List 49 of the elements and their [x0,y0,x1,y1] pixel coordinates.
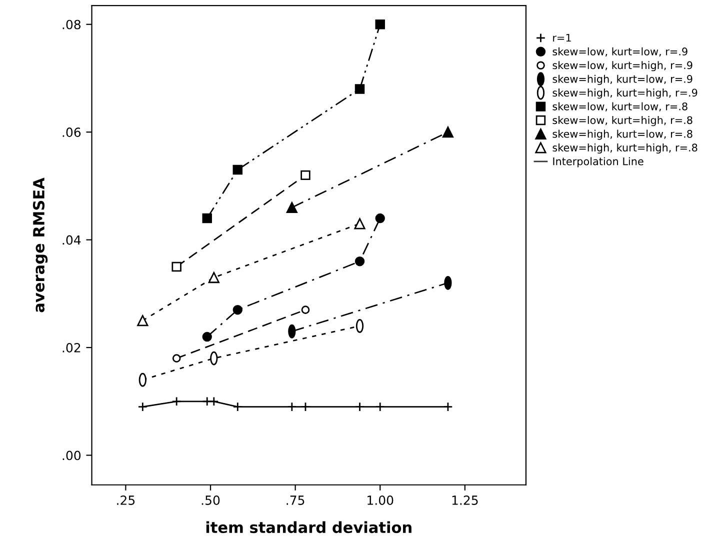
legend-label: skew=high, kurt=high, r=.9 [552,88,698,99]
point [138,402,148,412]
point [209,396,219,406]
point [172,396,182,406]
point [202,396,212,406]
legend-label: skew=high, kurt=high, r=.8 [552,143,698,154]
legend-label: skew=high, kurt=low, r=.9 [552,74,692,85]
point [202,213,212,224]
point [172,354,181,362]
point [354,256,365,266]
text: Interpolation Line [553,157,644,168]
x-tick-label: 1.00 [368,496,394,505]
point [202,332,212,342]
point [300,402,310,412]
point [301,306,310,314]
x-tick-label: .75 [286,496,304,505]
legend-label: skew=low, kurt=high, r=.8 [552,116,692,126]
legend-label: skew=low, kurt=low, r=.8 [552,102,688,112]
point [354,402,365,412]
point [354,84,365,94]
point [354,218,366,230]
point [375,20,385,30]
x-tick-label: .25 [117,496,135,505]
point [232,304,242,315]
point [375,213,385,224]
point [287,402,297,412]
point [208,272,220,284]
legend-label: skew=high, kurt=low, r=.8 [552,130,692,140]
point [137,315,148,326]
x-axis-title: item standard deviation [206,521,412,534]
legend-label: skew=low, kurt=high, r=.9 [552,61,692,72]
y-tick-label: .06 [62,128,81,138]
y-tick-label: .04 [62,235,81,245]
point [232,164,242,175]
point [286,202,298,214]
point [300,170,310,180]
point [375,402,385,412]
point [442,126,454,138]
y-tick-label: .08 [62,20,81,30]
legend-label: skew=low, kurt=low, r=.9 [552,47,688,56]
point [172,262,182,272]
y-tick-label: .00 [62,450,81,460]
y-tick-label: .02 [62,343,80,352]
legend-label: r=1 [553,34,571,42]
y-axis-title: average RMSEA [32,178,48,312]
point [232,402,242,412]
x-tick-label: .50 [202,496,220,505]
point [443,402,453,412]
x-tick-label: 1.25 [452,496,478,505]
